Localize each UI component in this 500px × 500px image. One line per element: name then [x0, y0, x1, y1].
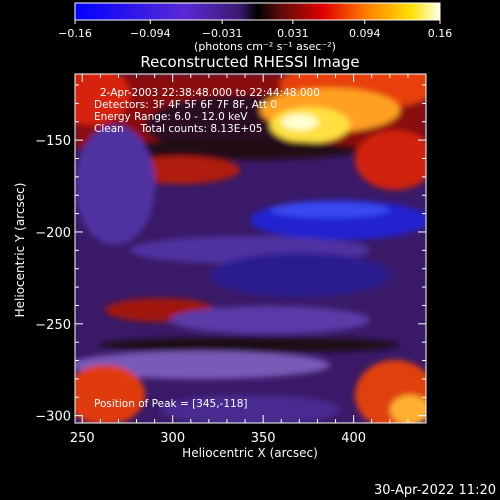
heat-region: [282, 114, 318, 130]
heat-region: [75, 351, 330, 379]
x-tick-label: 350: [251, 431, 276, 446]
y-axis-label: Heliocentric Y (arcsec): [13, 183, 27, 318]
colorbar: −0.16 −0.094 −0.031 0.031 0.094 0.16 (photons…: [58, 2, 453, 53]
heat-region: [75, 125, 155, 245]
heat-region: [100, 140, 360, 160]
y-tick-label: −200: [35, 226, 71, 241]
heat-region: [160, 395, 340, 423]
heatmap-image: 2-Apr-2003 22:38:48.000 to 22:44:48.000 …: [75, 74, 426, 423]
colorbar-frame: [74, 2, 441, 21]
x-tick-label: 250: [70, 431, 95, 446]
heat-region: [355, 130, 426, 190]
colorbar-tick-label: 0.16: [428, 27, 453, 40]
colorbar-units: (photons cm⁻² s⁻¹ asec⁻²): [194, 40, 336, 53]
timestamp: 30-Apr-2022 11:20: [374, 483, 496, 498]
colorbar-tick-label: −0.16: [58, 27, 92, 40]
annotation-energy-range: Energy Range: 6.0 - 12.0 keV: [94, 111, 248, 123]
chart-title: Reconstructed RHESSI Image: [140, 53, 359, 71]
heat-region: [390, 395, 426, 423]
colorbar-tick-label: −0.094: [130, 27, 171, 40]
heat-region: [170, 306, 370, 334]
annotation-counts: Clean Total counts: 8.13E+05: [94, 123, 263, 135]
y-tick-label: −250: [35, 318, 71, 333]
annotation-time-range: 2-Apr-2003 22:38:48.000 to 22:44:48.000: [100, 87, 320, 99]
y-tick-label: −150: [35, 134, 71, 149]
y-tick-label: −300: [35, 410, 71, 425]
x-axis-label: Heliocentric X (arcsec): [182, 446, 318, 460]
colorbar-tick-label: 0.031: [277, 27, 309, 40]
colorbar-tick-label: −0.031: [202, 27, 243, 40]
peak-position-label: Position of Peak = [345,-118]: [94, 398, 248, 410]
heat-region: [270, 202, 390, 218]
plot-frame: [74, 73, 427, 424]
heat-region: [210, 253, 390, 297]
colorbar-tick-label: 0.094: [349, 27, 381, 40]
heat-region: [75, 365, 145, 423]
axis-ticks: 250 300 350 400 −150 −200 −250 −300: [35, 74, 426, 446]
annotation-detectors: Detectors: 3F 4F 5F 6F 7F 8F, Att 0: [94, 99, 277, 111]
colorbar-gradient: [75, 3, 440, 20]
heat-region: [100, 337, 400, 353]
heat-region: [75, 74, 130, 125]
x-tick-label: 400: [341, 431, 366, 446]
x-tick-label: 300: [160, 431, 185, 446]
